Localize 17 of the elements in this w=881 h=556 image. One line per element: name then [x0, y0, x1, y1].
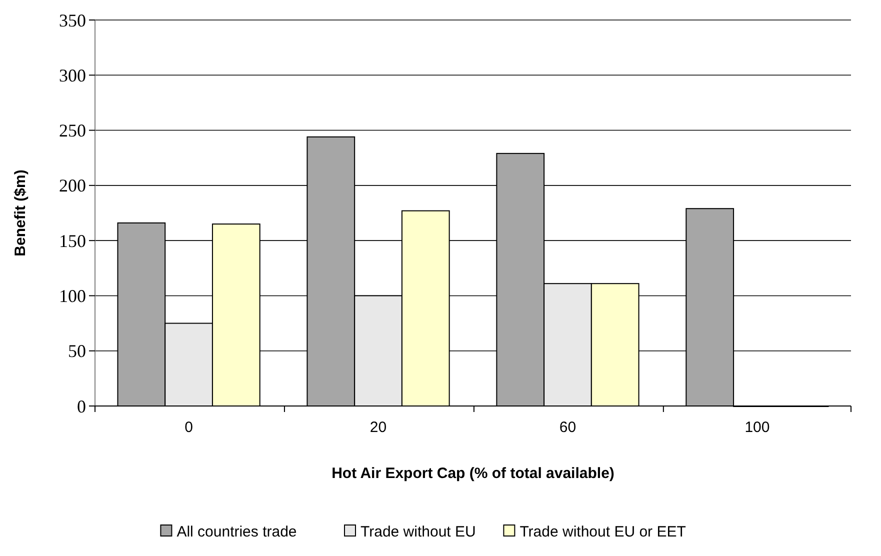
y-tick-label: 250	[59, 120, 86, 141]
x-tick-label: 0	[184, 419, 193, 436]
y-tick-label: 50	[68, 341, 86, 362]
x-tick-label: 60	[559, 419, 576, 436]
y-tick-label: 0	[77, 396, 86, 416]
y-tick-label: 100	[59, 286, 86, 306]
y-tick-label: 350	[59, 10, 86, 30]
y-tick-label: 300	[59, 65, 86, 86]
y-tick-label: 200	[59, 176, 86, 196]
y-axis-title: Benefit ($m)	[12, 170, 29, 256]
y-tick-label: 150	[59, 230, 86, 251]
x-tick-label: 20	[370, 419, 387, 436]
legend-label: Trade without EU or EET	[520, 523, 686, 540]
legend-label: All countries trade	[176, 523, 297, 540]
x-tick-label: 100	[744, 419, 770, 436]
x-axis-title: Hot Air Export Cap (% of total available)	[332, 465, 614, 482]
legend-label: Trade without EU	[360, 523, 476, 540]
